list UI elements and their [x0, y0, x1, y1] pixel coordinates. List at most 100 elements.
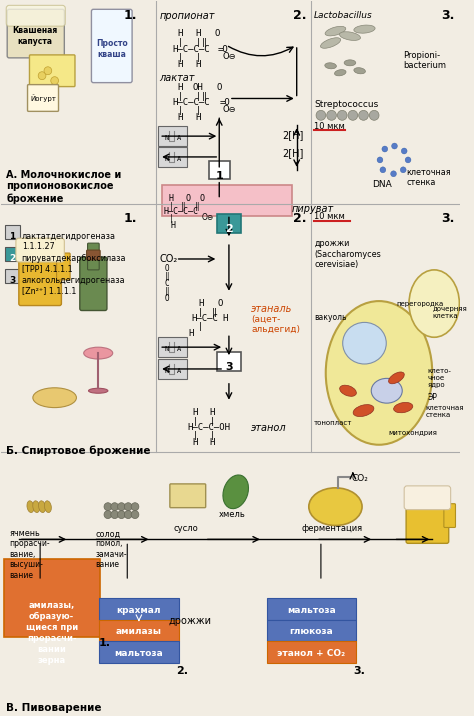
FancyBboxPatch shape [99, 619, 179, 642]
Text: A: A [177, 346, 181, 352]
FancyBboxPatch shape [19, 247, 62, 306]
FancyBboxPatch shape [4, 559, 100, 637]
Ellipse shape [320, 38, 341, 48]
FancyBboxPatch shape [444, 503, 456, 528]
Text: 1.: 1. [123, 9, 137, 22]
Text: тонопласт: тонопласт [314, 420, 353, 427]
Text: H–C–C–C: H–C–C–C [163, 208, 198, 216]
Text: В. Пивоварение: В. Пивоварение [6, 703, 102, 713]
Text: H: H [195, 113, 201, 122]
Text: CO₂: CO₂ [159, 254, 177, 264]
Text: 1.: 1. [98, 639, 110, 649]
Circle shape [118, 503, 125, 511]
Text: 3: 3 [225, 362, 233, 372]
FancyBboxPatch shape [27, 84, 58, 112]
Circle shape [51, 77, 58, 84]
Ellipse shape [344, 60, 356, 66]
Text: |: | [178, 53, 183, 62]
Circle shape [131, 511, 139, 518]
Text: O: O [215, 29, 220, 38]
Text: Streptococcus: Streptococcus [314, 100, 378, 110]
Ellipse shape [354, 25, 375, 33]
Ellipse shape [409, 270, 459, 337]
Text: 2.: 2. [293, 9, 306, 22]
Text: |: | [169, 214, 173, 223]
FancyBboxPatch shape [267, 619, 356, 642]
FancyBboxPatch shape [99, 598, 179, 619]
Text: Просто
кваша: Просто кваша [96, 39, 128, 59]
Text: O⊖: O⊖ [222, 52, 236, 61]
Text: OH: OH [192, 82, 203, 92]
Text: [ТРР] 4.1.1.1: [ТРР] 4.1.1.1 [22, 264, 73, 273]
Text: ‖: ‖ [202, 92, 207, 100]
FancyBboxPatch shape [267, 598, 356, 619]
Text: 1: 1 [9, 232, 16, 241]
Text: 2.: 2. [293, 213, 306, 226]
Circle shape [337, 110, 347, 120]
Circle shape [380, 167, 386, 173]
Text: 2: 2 [9, 254, 16, 263]
Text: |: | [178, 38, 183, 47]
FancyBboxPatch shape [56, 253, 70, 280]
Text: H: H [210, 407, 215, 417]
FancyBboxPatch shape [406, 490, 449, 543]
FancyBboxPatch shape [5, 226, 20, 239]
Circle shape [131, 503, 139, 511]
Text: помол,
замачи-
вание: помол, замачи- вание [95, 539, 127, 569]
Ellipse shape [45, 500, 51, 513]
Text: солод: солод [95, 529, 120, 538]
Text: 2[H]: 2[H] [282, 130, 303, 140]
Text: A: A [177, 156, 181, 162]
Circle shape [111, 503, 118, 511]
Text: 3.: 3. [353, 666, 365, 676]
Text: N: N [164, 156, 168, 162]
Ellipse shape [326, 301, 432, 445]
Ellipse shape [223, 475, 248, 508]
Ellipse shape [33, 500, 40, 513]
Circle shape [104, 511, 112, 518]
Text: амилазы: амилазы [116, 627, 162, 636]
Text: ЭР: ЭР [428, 393, 438, 402]
Text: [Zn²⁺] 1.1.1.1: [Zn²⁺] 1.1.1.1 [22, 286, 76, 295]
FancyBboxPatch shape [5, 269, 20, 283]
Ellipse shape [354, 68, 365, 74]
Text: H: H [178, 29, 183, 38]
Text: O: O [164, 264, 169, 273]
Text: клеточная
стенка: клеточная стенка [426, 405, 464, 417]
Text: H–C–C–C: H–C–C–C [173, 99, 210, 107]
Ellipse shape [343, 322, 386, 364]
Text: A: A [177, 368, 181, 374]
Text: O: O [217, 82, 222, 92]
Text: H–C–C–OH: H–C–C–OH [187, 423, 230, 432]
Text: H: H [222, 314, 228, 324]
Circle shape [124, 511, 132, 518]
Text: O: O [199, 193, 204, 203]
FancyBboxPatch shape [158, 147, 187, 167]
Text: |: | [195, 38, 201, 47]
Text: |: | [210, 417, 215, 425]
Circle shape [401, 148, 407, 154]
Text: 1.: 1. [123, 213, 137, 226]
Text: вакуоль: вакуоль [314, 314, 346, 322]
Circle shape [382, 146, 388, 152]
Text: A: A [177, 135, 181, 141]
Text: этанол: этанол [251, 423, 287, 433]
Text: ‖: ‖ [195, 201, 199, 211]
Ellipse shape [84, 347, 113, 359]
FancyBboxPatch shape [6, 5, 65, 26]
Text: ‖: ‖ [164, 286, 169, 296]
Text: лактатдегидрогеназа: лактатдегидрогеназа [22, 232, 116, 241]
Text: N: N [164, 346, 168, 352]
Text: Propioni-
bacterium: Propioni- bacterium [403, 51, 446, 70]
Text: H: H [195, 29, 201, 38]
FancyBboxPatch shape [217, 214, 240, 233]
FancyBboxPatch shape [91, 9, 132, 82]
Circle shape [104, 503, 112, 511]
FancyBboxPatch shape [170, 484, 206, 508]
Text: пируват: пируват [292, 205, 334, 215]
Text: Квашеная
капуста: Квашеная капуста [13, 26, 58, 46]
Text: Lactobacillus: Lactobacillus [314, 11, 373, 20]
Text: H–C–C: H–C–C [191, 314, 218, 324]
Ellipse shape [389, 372, 404, 384]
Circle shape [316, 110, 326, 120]
